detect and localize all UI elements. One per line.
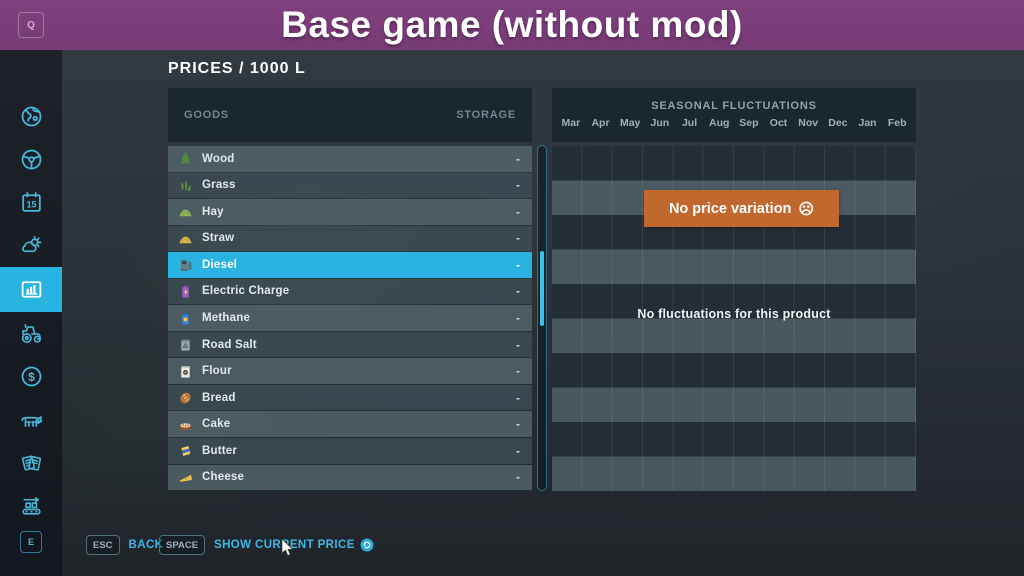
months-row: Mar Apr May Jun Jul Aug Sep Oct Nov Dec … [552,117,916,129]
wood-icon [180,152,191,166]
mod-banner: Q Base game (without mod) [0,0,1024,50]
key-hint-q: Q [18,12,44,38]
storage-value: - [516,443,520,458]
goods-row-hay[interactable]: Hay - [168,199,532,225]
mouse-cursor [281,539,294,557]
frown-icon: ☹ [798,200,815,218]
statistics-icon [19,277,44,302]
goods-table-header: GOODS STORAGE [168,88,532,142]
tractor-icon [19,321,44,346]
storage-value: - [516,231,520,246]
weather-icon [19,233,44,258]
banner-title: Base game (without mod) [281,4,743,45]
goods-row-wood[interactable]: Wood - [168,146,532,172]
month-label: Mar [561,117,581,129]
sidebar-item-production[interactable] [0,484,62,527]
storage-value: - [516,178,520,193]
fluctuations-header: SEASONAL FLUCTUATIONS Mar Apr May Jun Ju… [552,88,916,142]
cheese-icon [179,474,192,482]
goods-row-flour[interactable]: Flour - [168,358,532,384]
sidebar-item-garage[interactable] [0,312,62,355]
month-label: Sep [739,117,759,129]
cake-icon [180,423,191,430]
goods-row-diesel[interactable]: Diesel - [168,252,532,278]
goods-row-butter[interactable]: Butter - [168,438,532,464]
goods-list: Wood - Grass - Hay - Straw - Diesel - El… [168,146,532,491]
goods-row-bread[interactable]: Bread - [168,384,532,411]
contracts-icon [19,450,44,475]
storage-value: - [516,284,520,299]
goods-row-road-salt[interactable]: Road Salt - [168,331,532,358]
steering-wheel-icon [19,147,44,172]
storage-value: - [516,151,520,166]
straw-icon [179,236,192,244]
globe-icon [19,104,44,129]
month-label: Nov [798,117,819,129]
month-label: Jul [681,117,698,129]
month-label: Jan [858,117,877,129]
diesel-icon [180,260,192,272]
no-fluctuations-message: No fluctuations for this product [637,307,831,321]
no-price-variation-badge: No price variation ☹ [644,190,839,227]
show-current-price-button[interactable]: SPACE SHOW CURRENT PRICE [159,535,374,555]
sidebar-item-animals[interactable] [0,398,62,441]
goods-row-electric-charge[interactable]: Electric Charge - [168,278,532,305]
calendar-icon: 15 [19,190,44,215]
month-label: May [619,117,641,129]
month-label: Apr [591,117,610,129]
methane-icon [182,312,189,325]
bread-icon [180,392,191,404]
storage-value: - [516,390,520,405]
sidebar-item-weather[interactable] [0,224,62,267]
month-label: Aug [708,117,730,129]
goods-row-straw[interactable]: Straw - [168,225,532,252]
money-icon: $ [19,364,44,389]
sidebar-item-finances[interactable]: $ [0,355,62,398]
goods-row-grass[interactable]: Grass - [168,172,532,199]
storage-value: - [516,311,520,326]
road-salt-icon [181,339,190,351]
sidebar-item-vehicles[interactable] [0,138,62,181]
sidebar-item-prices[interactable] [0,267,62,312]
fluctuations-chart: No price variation ☹ No fluctuations for… [552,146,916,491]
month-label: Feb [887,117,907,129]
sidebar-item-contracts[interactable] [0,441,62,484]
goods-row-methane[interactable]: Methane - [168,305,532,331]
sidebar-item-map[interactable] [0,95,62,138]
month-label: Jun [650,117,670,129]
month-label: Dec [828,117,848,129]
month-label: Oct [769,117,788,129]
storage-value: - [516,257,520,272]
sidebar-item-calendar[interactable]: 15 [0,181,62,224]
hay-icon [179,209,192,217]
menu-sidebar: 15 $ E [0,50,62,576]
fluctuations-title: SEASONAL FLUCTUATIONS [651,100,817,112]
key-hint-esc: ESC [86,535,120,555]
cow-icon [19,407,44,432]
storage-value: - [516,337,520,352]
goods-row-cheese[interactable]: Cheese - [168,464,532,491]
storage-column-header: STORAGE [456,109,516,121]
key-hint-space: SPACE [159,535,206,555]
goods-row-cake[interactable]: Cake - [168,411,532,437]
production-icon [19,493,44,518]
goods-scrollbar-thumb[interactable] [540,251,544,326]
electric-charge-icon [182,285,189,298]
grass-icon [180,180,192,191]
page-title: PRICES / 1000 L [168,60,306,77]
storage-value: - [516,417,520,432]
calendar-day: 15 [26,200,36,210]
back-button[interactable]: ESC BACK [86,535,163,555]
current-price-icon [360,538,374,552]
goods-scrollbar[interactable] [537,145,547,491]
storage-value: - [516,204,520,219]
svg-text:$: $ [28,370,35,384]
storage-value: - [516,470,520,485]
butter-icon [181,446,191,457]
key-hint-e: E [20,531,42,553]
flour-icon [181,365,190,378]
goods-column-header: GOODS [184,109,229,121]
storage-value: - [516,364,520,379]
